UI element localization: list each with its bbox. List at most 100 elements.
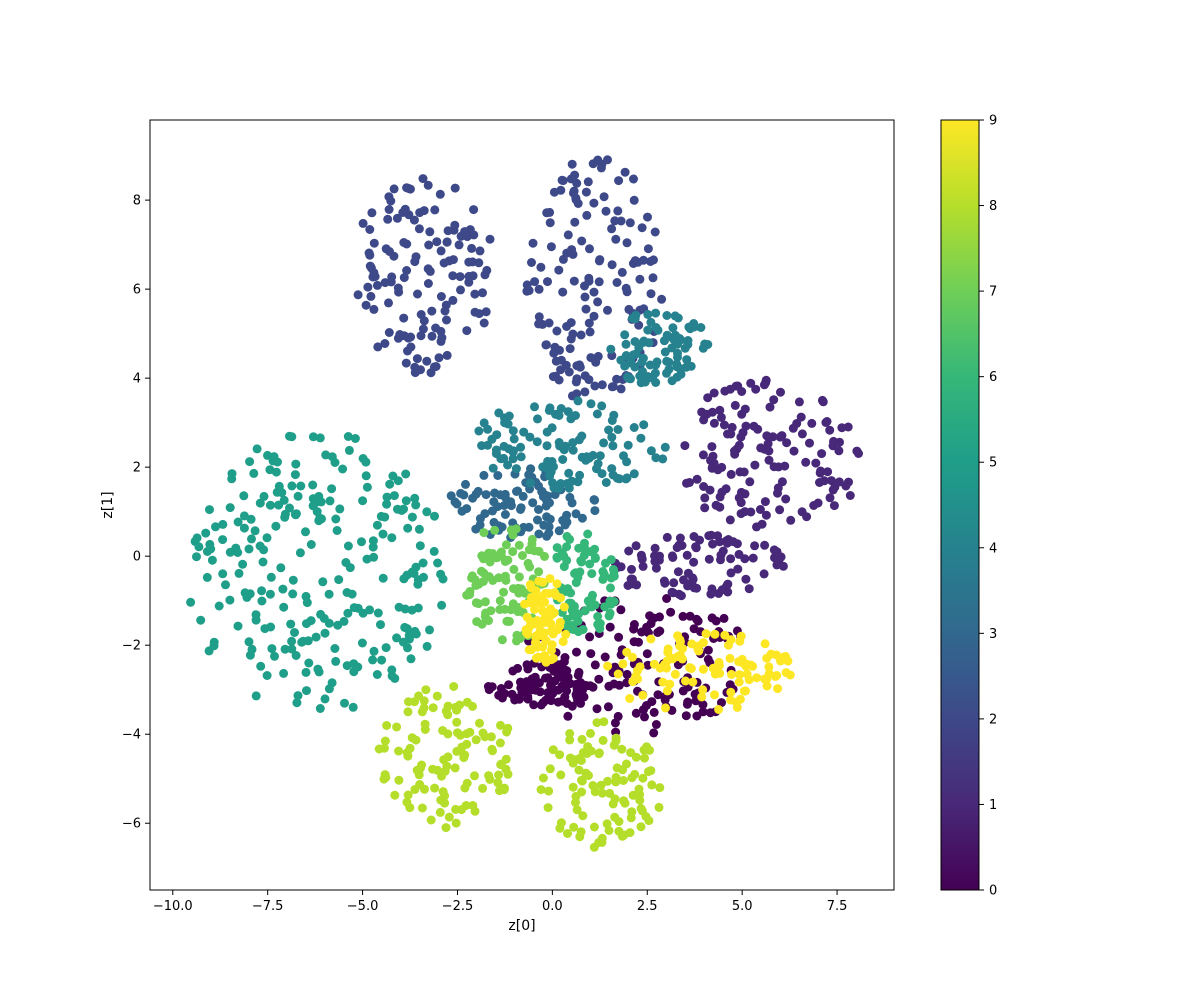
scatter-point <box>343 541 353 551</box>
x-tick-label: −7.5 <box>252 899 284 914</box>
scatter-point <box>773 684 783 694</box>
scatter-point <box>369 646 379 656</box>
scatter-point <box>516 503 526 513</box>
scatter-point <box>389 184 399 194</box>
y-tick-label: 6 <box>133 283 141 298</box>
scatter-point <box>726 469 736 479</box>
scatter-point <box>741 661 751 671</box>
scatter-point <box>443 701 453 711</box>
scatter-point <box>552 543 562 553</box>
scatter-point <box>380 736 390 746</box>
scatter-point <box>642 701 651 710</box>
scatter-point <box>485 234 495 244</box>
scatter-point <box>599 192 609 202</box>
scatter-point <box>693 616 703 626</box>
scatter-point <box>593 459 603 469</box>
scatter-point <box>488 746 497 756</box>
y-tick-label: 0 <box>133 550 141 565</box>
scatter-point <box>619 796 629 806</box>
scatter-point <box>366 291 376 301</box>
scatter-point <box>411 252 421 262</box>
scatter-point <box>745 477 755 487</box>
scatter-point <box>680 343 690 353</box>
scatter-point <box>380 339 390 348</box>
scatter-point <box>834 477 844 487</box>
scatter-point <box>756 443 766 453</box>
scatter-point <box>811 458 821 468</box>
scatter-point <box>614 632 624 642</box>
scatter-point <box>809 501 819 510</box>
scatter-point <box>349 603 359 613</box>
scatter-point <box>764 455 774 465</box>
scatter-point <box>335 504 345 514</box>
scatter-point <box>343 608 353 618</box>
scatter-point <box>672 372 682 382</box>
scatter-point <box>596 163 606 173</box>
scatter-point <box>509 434 519 444</box>
scatter-point <box>681 711 691 721</box>
scatter-point <box>426 368 436 378</box>
scatter-point <box>218 569 228 579</box>
scatter-point <box>571 578 581 588</box>
scatter-point <box>650 551 659 561</box>
scatter-point <box>688 677 698 687</box>
scatter-point <box>585 244 594 254</box>
scatter-point <box>613 425 623 434</box>
scatter-point <box>209 641 219 651</box>
scatter-point <box>406 654 416 664</box>
scatter-point <box>582 210 592 220</box>
scatter-point <box>548 745 558 755</box>
scatter-point <box>338 464 348 474</box>
scatter-point <box>422 641 432 651</box>
scatter-point <box>481 307 491 317</box>
scatter-point <box>527 258 536 267</box>
scatter-point <box>531 653 541 663</box>
scatter-point <box>259 491 269 501</box>
scatter-point <box>577 513 587 523</box>
scatter-point <box>384 205 394 214</box>
scatter-point <box>675 533 685 543</box>
scatter-point <box>545 218 555 228</box>
scatter-point <box>594 256 604 266</box>
scatter-point <box>554 375 564 385</box>
scatter-point <box>380 770 390 780</box>
scatter-point <box>646 257 655 266</box>
scatter-point <box>576 756 586 765</box>
scatter-point <box>411 562 421 572</box>
scatter-point <box>410 626 420 636</box>
scatter-point <box>440 306 450 316</box>
scatter-point <box>460 227 470 237</box>
scatter-point <box>564 468 574 478</box>
y-tick-label: 8 <box>133 194 141 209</box>
scatter-point <box>817 395 827 405</box>
scatter-point <box>603 305 612 315</box>
scatter-point <box>593 297 603 307</box>
scatter-point <box>265 589 275 599</box>
scatter-point <box>225 503 235 513</box>
scatter-point <box>559 551 569 561</box>
scatter-point <box>514 694 524 704</box>
scatter-point <box>552 552 562 562</box>
scatter-point <box>622 669 632 679</box>
scatter-point <box>619 776 628 785</box>
scatter-point <box>655 783 665 793</box>
scatter-point <box>727 669 736 679</box>
scatter-point <box>586 728 595 738</box>
scatter-point <box>403 751 413 761</box>
scatter-point <box>601 206 611 216</box>
scatter-point <box>627 313 637 323</box>
scatter-point <box>392 633 402 643</box>
scatter-point <box>390 673 400 683</box>
scatter-point <box>692 711 702 721</box>
scatter-point <box>614 176 624 186</box>
scatter-point <box>577 431 587 441</box>
scatter-point <box>629 423 639 432</box>
scatter-point <box>527 539 537 549</box>
scatter-point <box>389 491 399 501</box>
scatter-point <box>642 622 652 632</box>
scatter-point <box>561 360 571 370</box>
scatter-point <box>478 728 488 738</box>
scatter-point <box>497 635 507 645</box>
scatter-point <box>589 822 599 832</box>
scatter-point <box>623 440 633 450</box>
